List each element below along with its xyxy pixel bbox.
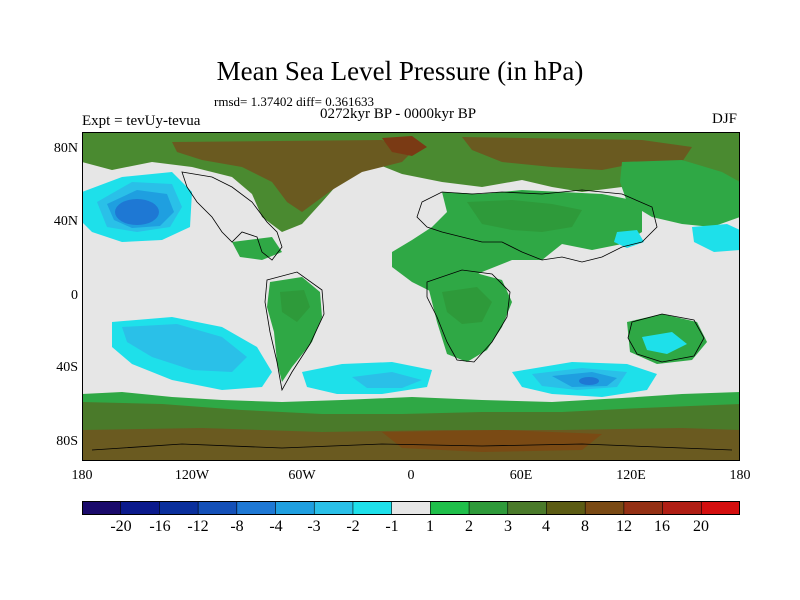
stats-text: rmsd= 1.37402 diff= 0.361633 bbox=[214, 94, 374, 109]
colorbar-cell bbox=[313, 501, 354, 515]
north-america-green-region bbox=[232, 237, 282, 260]
lat-tick-label: 40N bbox=[53, 214, 78, 229]
colorbar-label: 20 bbox=[693, 518, 709, 535]
colorbar-label: -2 bbox=[346, 518, 360, 535]
colorbar-label: 12 bbox=[616, 518, 632, 535]
lon-tick-label: 180 bbox=[729, 468, 751, 483]
colorbar-cell bbox=[82, 501, 122, 515]
west-pacific-cyan bbox=[692, 224, 740, 252]
colorbar-cell bbox=[120, 501, 161, 515]
north-pacific-core bbox=[115, 199, 159, 225]
colorbar-label: -8 bbox=[230, 518, 244, 535]
eurasia-green-region bbox=[392, 190, 642, 292]
season-label: DJF bbox=[712, 111, 738, 127]
colorbar-label: 2 bbox=[465, 518, 473, 535]
colorbar-label: -3 bbox=[307, 518, 321, 535]
australia-cyan bbox=[642, 332, 687, 354]
colorbar-label: -4 bbox=[269, 518, 283, 535]
map-frame bbox=[82, 132, 740, 461]
colorbar-label: 4 bbox=[542, 518, 550, 535]
eurasia-green-region bbox=[467, 200, 582, 232]
colorbar-label: -12 bbox=[187, 518, 209, 535]
lon-tick-label: 60E bbox=[509, 468, 533, 483]
colorbar-cell bbox=[352, 501, 393, 515]
colorbar-cell bbox=[623, 501, 664, 515]
colorbar-cell bbox=[236, 501, 277, 515]
indian-ocean-core bbox=[579, 377, 599, 385]
lat-tick-label: 40S bbox=[56, 360, 78, 375]
antarctic-brown-patch bbox=[382, 430, 602, 452]
lon-tick-label: 0 bbox=[407, 468, 415, 483]
colorbar-cell bbox=[430, 501, 470, 515]
colorbar-label: 1 bbox=[426, 518, 434, 535]
lat-tick-label: 0 bbox=[71, 288, 78, 303]
colorbar-cell bbox=[546, 501, 586, 515]
experiment-label: Expt = tevUy-tevua bbox=[82, 113, 201, 129]
east-asia-green-region bbox=[620, 160, 740, 227]
colorbar-label: -16 bbox=[149, 518, 171, 535]
colorbar-cell bbox=[584, 501, 625, 515]
lon-tick-label: 120W bbox=[174, 468, 210, 483]
colorbar-cell bbox=[468, 501, 509, 515]
colorbar-cell bbox=[662, 501, 703, 515]
colorbar-label: 16 bbox=[654, 518, 670, 535]
lon-tick-label: 180 bbox=[71, 468, 93, 483]
colorbar-cell bbox=[507, 501, 548, 515]
arctic-brown-region bbox=[172, 140, 412, 212]
colorbar-cell bbox=[700, 501, 740, 515]
south-pacific-light-blue bbox=[122, 324, 247, 372]
lon-tick-label: 60W bbox=[288, 468, 316, 483]
lat-tick-label: 80N bbox=[53, 141, 78, 156]
colorbar-cell bbox=[159, 501, 199, 515]
colorbar-label: 8 bbox=[581, 518, 589, 535]
lat-tick-label: 80S bbox=[56, 434, 78, 449]
colorbar-cell bbox=[197, 501, 238, 515]
colorbar-label: -1 bbox=[385, 518, 399, 535]
coastlines bbox=[91, 171, 733, 451]
colorbar-cell bbox=[391, 501, 432, 515]
colorbar-label: 3 bbox=[504, 518, 512, 535]
period-label: 0272kyr BP - 0000kyr BP bbox=[320, 106, 477, 122]
africa-dark-green-region bbox=[442, 287, 492, 324]
colorbar bbox=[82, 501, 740, 515]
colorbar-label: -20 bbox=[110, 518, 132, 535]
pressure-map bbox=[82, 132, 740, 461]
map-title: Mean Sea Level Pressure (in hPa) bbox=[216, 56, 584, 86]
south-america-dark-region bbox=[280, 290, 310, 322]
colorbar-cell bbox=[275, 501, 316, 515]
arctic-dark-patch bbox=[382, 136, 427, 156]
south-atlantic-blue bbox=[352, 372, 422, 388]
lon-tick-label: 120E bbox=[616, 468, 646, 483]
